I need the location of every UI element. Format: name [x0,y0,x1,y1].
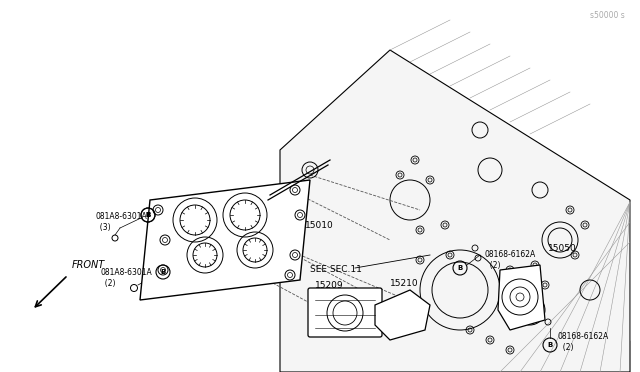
Text: B: B [458,265,463,271]
Text: 15010: 15010 [305,221,333,230]
Polygon shape [280,50,630,372]
FancyBboxPatch shape [308,288,382,337]
Text: s50000 s: s50000 s [590,10,625,19]
Text: 15209: 15209 [315,280,344,289]
Text: B: B [145,212,150,218]
Text: 081A8-6301A
  (2): 081A8-6301A (2) [100,268,152,288]
Text: SEE SEC.11: SEE SEC.11 [310,266,362,275]
Text: FRONT: FRONT [72,260,105,270]
Text: 08168-6162A
  (2): 08168-6162A (2) [558,332,609,352]
Text: 15210: 15210 [390,279,419,288]
Text: 15050: 15050 [548,244,577,253]
Polygon shape [140,180,310,300]
Text: B: B [161,269,166,275]
Text: 08168-6162A
  (2): 08168-6162A (2) [485,250,536,270]
Text: B: B [547,342,552,348]
Polygon shape [375,290,430,340]
Text: 081A8-6301A
  (3): 081A8-6301A (3) [95,212,147,232]
Text: B: B [145,212,150,218]
Polygon shape [498,265,545,330]
